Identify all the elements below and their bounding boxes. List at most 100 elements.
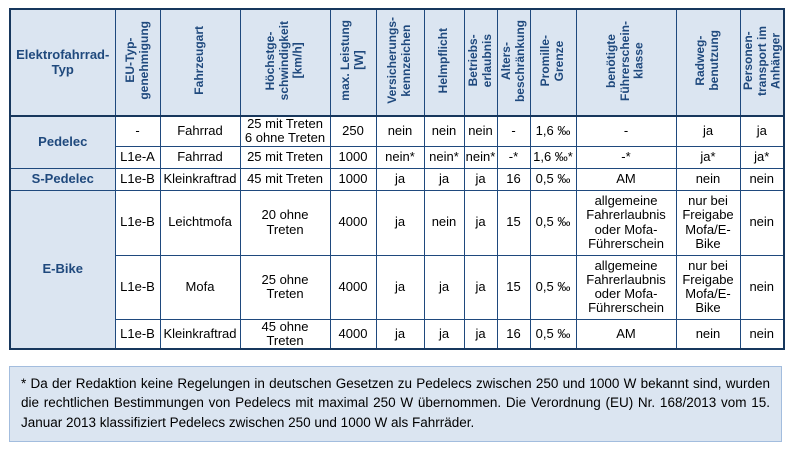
cell: AM: [575, 318, 677, 350]
cell: ja: [375, 318, 425, 350]
cell: -: [114, 115, 161, 147]
elektrofahrrad-table: Elektrofahrrad- Typ EU-Typ- genehmigung …: [9, 8, 785, 351]
cell: ja: [463, 254, 498, 320]
cell: 1,6 ‰*: [529, 145, 577, 169]
rotated-label: max. Leistung [W]: [338, 20, 366, 102]
cell: nein*: [463, 145, 498, 169]
cell: ja*: [739, 145, 785, 169]
col-header-fahrzeugart: Fahrzeugart: [159, 8, 241, 117]
cell: 15: [496, 254, 531, 320]
cell: 4000: [329, 189, 377, 256]
col-header-fuehrerscheinklasse: benötigte Führerschein- klasse: [575, 8, 677, 117]
rotated-label: Promille- Grenze: [538, 35, 566, 87]
rotated-label: Höchstge- schwindigkeit [km/h]: [263, 21, 305, 101]
cell: nein: [375, 115, 425, 147]
cell: 0,5 ‰: [529, 318, 577, 350]
col-header-personentransport: Personen- transport im Anhänger: [739, 8, 785, 117]
cell: nein: [675, 318, 741, 350]
cell: -: [575, 115, 677, 147]
cell: 25 mit Treten: [239, 145, 331, 169]
cell: AM: [575, 167, 677, 191]
cell: ja: [423, 318, 465, 350]
cell: 0,5 ‰: [529, 254, 577, 320]
cell: Fahrrad: [159, 115, 241, 147]
cell: 1,6 ‰: [529, 115, 577, 147]
col-header-betriebserlaubnis: Betriebs- erlaubnis: [463, 8, 498, 117]
col-header-helmpflicht: Helmpflicht: [423, 8, 465, 117]
cell: ja: [423, 167, 465, 191]
table-row-pedelec-2: L1e-A Fahrrad 25 mit Treten 1000 nein* n…: [10, 145, 785, 169]
col-header-versicherungskennzeichen: Versicherungs- kennzeichen: [375, 8, 425, 117]
cell: nein: [739, 167, 785, 191]
cell: Kleinkraftrad: [159, 318, 241, 350]
cell: L1e-B: [114, 189, 161, 256]
rotated-label: EU-Typ- genehmigung: [122, 21, 151, 101]
cell: L1e-B: [114, 254, 161, 320]
cell: -*: [575, 145, 677, 169]
col-header-altersbeschraenkung: Alters- beschränkung: [496, 8, 531, 117]
cell: nein: [423, 115, 465, 147]
rotated-label: Fahrzeugart: [192, 26, 207, 96]
cell: nein*: [423, 145, 465, 169]
cell: 4000: [329, 254, 377, 320]
cell: Kleinkraftrad: [159, 167, 241, 191]
cell: nein*: [375, 145, 425, 169]
cell: Leichtmofa: [159, 189, 241, 256]
cell: Mofa: [159, 254, 241, 320]
cell: 1000: [329, 145, 377, 169]
cell: 45 ohne Treten: [239, 318, 331, 350]
cell: -: [496, 115, 531, 147]
rotated-label: Radweg- benutzung: [693, 30, 721, 92]
col-header-radwegbenutzung: Radweg- benutzung: [675, 8, 741, 117]
cell: ja: [675, 115, 741, 147]
rotated-label: Betriebs- erlaubnis: [465, 34, 494, 88]
cell: ja: [375, 189, 425, 256]
cell: nein: [423, 189, 465, 256]
cell: 0,5 ‰: [529, 167, 577, 191]
col-header-max-leistung: max. Leistung [W]: [329, 8, 377, 117]
col-header-promille-grenze: Promille- Grenze: [529, 8, 577, 117]
rotated-label: Personen- transport im Anhänger: [740, 25, 783, 96]
rotated-label: Versicherungs- kennzeichen: [385, 17, 413, 105]
cell: Fahrrad: [159, 145, 241, 169]
cell: allgemeine Fahrerlaubnis oder Mofa- Führ…: [575, 254, 677, 320]
table-header: Elektrofahrrad- Typ EU-Typ- genehmigung …: [9, 8, 785, 117]
cell: allgemeine Fahrerlaubnis oder Mofa- Führ…: [575, 189, 677, 256]
cell: L1e-B: [114, 167, 161, 191]
row-type-pedelec: Pedelec: [9, 115, 116, 169]
table-row-ebike-2: L1e-B Mofa 25 ohne Treten 4000 ja ja ja …: [10, 254, 785, 320]
cell: 250: [329, 115, 377, 147]
rotated-label: Alters- beschränkung: [498, 19, 527, 102]
cell: nein: [739, 318, 785, 350]
cell: 15: [496, 189, 531, 256]
cell: nein: [675, 167, 741, 191]
table-row-ebike-1: E-Bike L1e-B Leichtmofa 20 ohne Treten 4…: [9, 189, 785, 350]
cell: -*: [496, 145, 531, 169]
cell: nein: [739, 189, 785, 256]
header-row: Elektrofahrrad- Typ EU-Typ- genehmigung …: [9, 8, 785, 117]
cell: ja: [463, 167, 498, 191]
table-row-ebike-3: L1e-B Kleinkraftrad 45 ohne Treten 4000 …: [10, 318, 785, 350]
cell: nein: [739, 254, 785, 320]
cell: nein: [463, 115, 498, 147]
table-row-pedelec-1: Pedelec - Fahrrad 25 mit Treten 6 ohne T…: [9, 115, 785, 169]
cell: L1e-B: [114, 318, 161, 350]
table-body: Pedelec - Fahrrad 25 mit Treten 6 ohne T…: [9, 115, 785, 350]
cell: 25 ohne Treten: [239, 254, 331, 320]
cell: nur bei Freigabe Mofa/E- Bike: [675, 189, 741, 256]
cell: 0,5 ‰: [529, 189, 577, 256]
cell: ja: [423, 254, 465, 320]
row-type-ebike: E-Bike: [9, 189, 116, 350]
cell: 16: [496, 167, 531, 191]
table-row-s-pedelec: S-Pedelec L1e-B Kleinkraftrad 45 mit Tre…: [9, 167, 785, 191]
cell: 1000: [329, 167, 377, 191]
row-type-s-pedelec: S-Pedelec: [9, 167, 116, 191]
cell: ja: [375, 167, 425, 191]
cell: L1e-A: [114, 145, 161, 169]
cell: 4000: [329, 318, 377, 350]
cell: nur bei Freigabe Mofa/E- Bike: [675, 254, 741, 320]
rotated-label: benötigte Führerschein- klasse: [604, 20, 646, 101]
cell: 16: [496, 318, 531, 350]
cell: ja: [375, 254, 425, 320]
